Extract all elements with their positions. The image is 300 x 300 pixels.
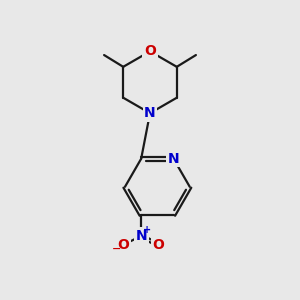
Text: −: − — [112, 244, 121, 254]
Text: O: O — [152, 238, 164, 252]
Text: N: N — [144, 106, 156, 120]
Text: O: O — [144, 44, 156, 58]
Text: N: N — [168, 152, 179, 166]
Text: +: + — [143, 225, 151, 235]
Text: N: N — [135, 229, 147, 243]
Text: O: O — [117, 238, 129, 252]
